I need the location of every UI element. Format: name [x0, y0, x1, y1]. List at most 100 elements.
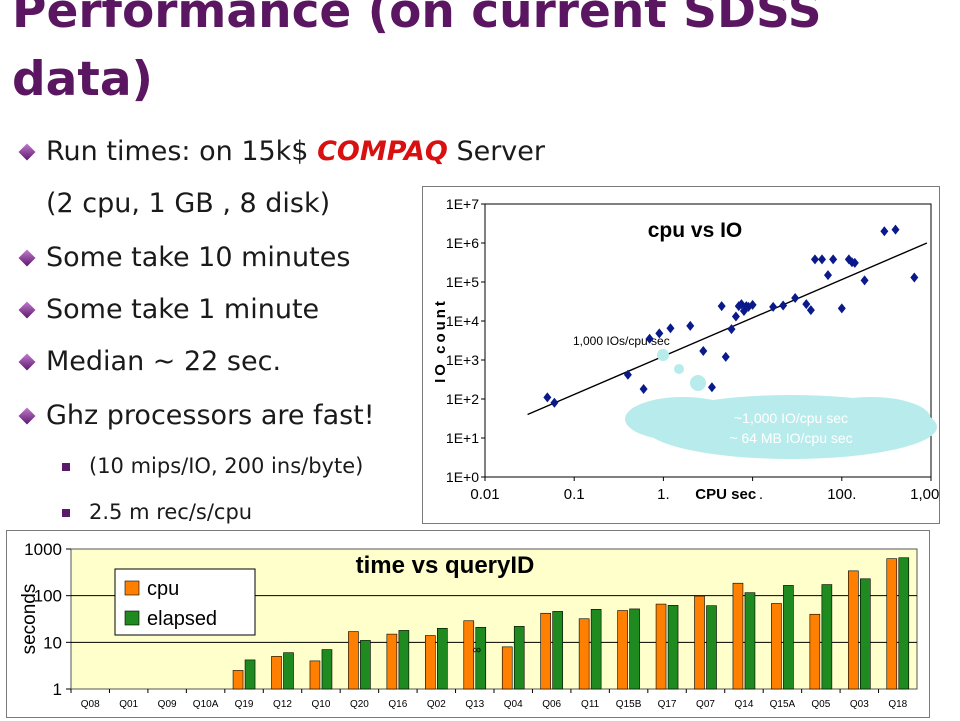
data-point [818, 254, 827, 265]
bullet-diamond-icon [18, 143, 36, 161]
data-point [910, 272, 919, 283]
x-tick-label: Q10A [193, 699, 219, 710]
bar-elapsed [667, 605, 679, 690]
data-point [860, 275, 869, 286]
y-tick-label: 1E+1 [446, 430, 479, 446]
data-point [727, 324, 736, 335]
slide-title-line2: data) [12, 52, 154, 107]
x-tick-label: Q14 [735, 699, 754, 710]
x-tick-label: Q19 [235, 699, 254, 710]
x-tick-label: 100. [827, 486, 856, 503]
x-tick-label: 1. [657, 486, 670, 503]
annotation-infinity: ∞ [472, 643, 481, 657]
legend-label: cpu [147, 578, 179, 600]
bar-cpu [386, 633, 398, 690]
bar-cpu [348, 631, 359, 690]
y-tick-label: 1E+6 [446, 235, 479, 251]
cloud-shape [811, 397, 931, 441]
bar-chart-title: time vs queryID [356, 552, 535, 579]
compaq-logo-text: COMPAQ [317, 136, 448, 167]
scatter-chart: 1E+0 1E+1 1E+2 1E+3 1E+4 1E+5 1E+6 1E+7 0.01 0.1 1… [432, 196, 952, 504]
x-tick-label: Q17 [658, 699, 677, 710]
y-tick-label: 10 [43, 633, 62, 652]
data-point [655, 328, 664, 339]
bar-cpu [732, 582, 744, 690]
bullet-item: Run times: on 15k$ COMPAQ Server [18, 136, 545, 167]
bullet-diamond-icon [18, 407, 36, 425]
data-point [623, 369, 632, 380]
bullet-item: (2 cpu, 1 GB , 8 disk) [46, 188, 330, 219]
bar-elapsed [475, 626, 487, 690]
data-point [791, 292, 800, 303]
bar-cpu [886, 558, 898, 690]
x-tick-label: 0.1 [564, 486, 585, 503]
x-tick-label: Q16 [388, 699, 407, 710]
cloud-text: ~ 64 MB IO/cpu sec [729, 430, 852, 446]
thought-bubble [690, 375, 706, 391]
bullet-text: (10 mips/IO, 200 ins/byte) [89, 454, 364, 478]
y-tick-label: 1E+3 [446, 352, 479, 368]
x-axis-label: CPU sec [695, 486, 756, 503]
bar-cpu [617, 610, 628, 690]
data-point [806, 305, 815, 316]
x-tick-label: Q01 [119, 699, 138, 710]
legend: cpu elapsed [114, 568, 256, 636]
slide-title-line1: Performance (on current SDSS [12, 0, 822, 39]
bar-elapsed [321, 649, 333, 690]
data-point [837, 303, 846, 314]
data-point [850, 257, 859, 268]
bullet-item: Some take 10 minutes [18, 242, 350, 273]
bar-elapsed [783, 585, 794, 690]
data-point [707, 382, 716, 393]
legend-swatch [124, 580, 140, 596]
trend-line-label: 1,000 IOs/cpu sec [573, 334, 670, 348]
x-tick-label: Q12 [273, 699, 292, 710]
bar-chart: 1 10 100 1000 seconds Q08 Q01 Q09 Q10A Q19 Q12 Q10 Q… [19, 540, 918, 710]
x-tick-label: 0.01 [470, 486, 499, 503]
legend-label: elapsed [147, 608, 217, 630]
data-point [550, 397, 559, 408]
bar-cpu [232, 670, 244, 690]
bar-elapsed [513, 626, 525, 690]
bar-cpu [694, 595, 705, 690]
scatter-title: cpu vs IO [648, 219, 743, 242]
bar-elapsed [898, 557, 910, 690]
data-point [891, 224, 900, 235]
x-tick-label: Q18 [888, 699, 907, 710]
data-point [731, 311, 740, 322]
bar-cpu [271, 656, 282, 690]
x-tick-label: Q10 [312, 699, 331, 710]
bar-elapsed [244, 659, 256, 690]
bar-elapsed [590, 609, 602, 690]
data-point [721, 351, 730, 362]
bullet-text: Ghz processors are fast! [46, 400, 375, 431]
bar-chart-panel: 1 10 100 1000 seconds Q08 Q01 Q09 Q10A Q19 Q12 Q10 Q… [6, 530, 930, 718]
bullet-item: Median ~ 22 sec. [18, 346, 281, 377]
y-axis-label: seconds [19, 584, 40, 655]
bar-elapsed [398, 630, 410, 690]
bullet-text: Some take 1 minute [46, 294, 320, 325]
y-tick-label: 1E+7 [446, 196, 479, 212]
bar-cpu [578, 618, 590, 690]
bar-cpu [501, 646, 513, 690]
x-tick-label: 1,000. [910, 486, 939, 503]
scatter-chart-panel: 1E+0 1E+1 1E+2 1E+3 1E+4 1E+5 1E+6 1E+7 0.01 0.1 1… [422, 186, 952, 524]
bar-elapsed [360, 640, 371, 690]
data-point [645, 333, 654, 344]
y-tick-label: 1E+2 [446, 391, 479, 407]
thought-bubble [674, 364, 684, 374]
thought-bubble [657, 349, 669, 361]
bar-elapsed [860, 578, 871, 690]
data-point [880, 226, 889, 237]
x-tick-label: Q08 [81, 699, 100, 710]
data-point [717, 301, 726, 312]
bar-elapsed [283, 652, 294, 690]
bullet-text: (2 cpu, 1 GB , 8 disk) [46, 188, 331, 219]
bullet-diamond-icon [18, 353, 36, 371]
data-point [769, 301, 778, 312]
x-tick-label: Q02 [427, 699, 446, 710]
bar-cpu [655, 603, 667, 690]
slide-title: Performance (on current SDSS data) [12, 0, 822, 114]
y-axis-label: IO count [432, 298, 449, 383]
x-tick-label: Q05 [811, 699, 830, 710]
